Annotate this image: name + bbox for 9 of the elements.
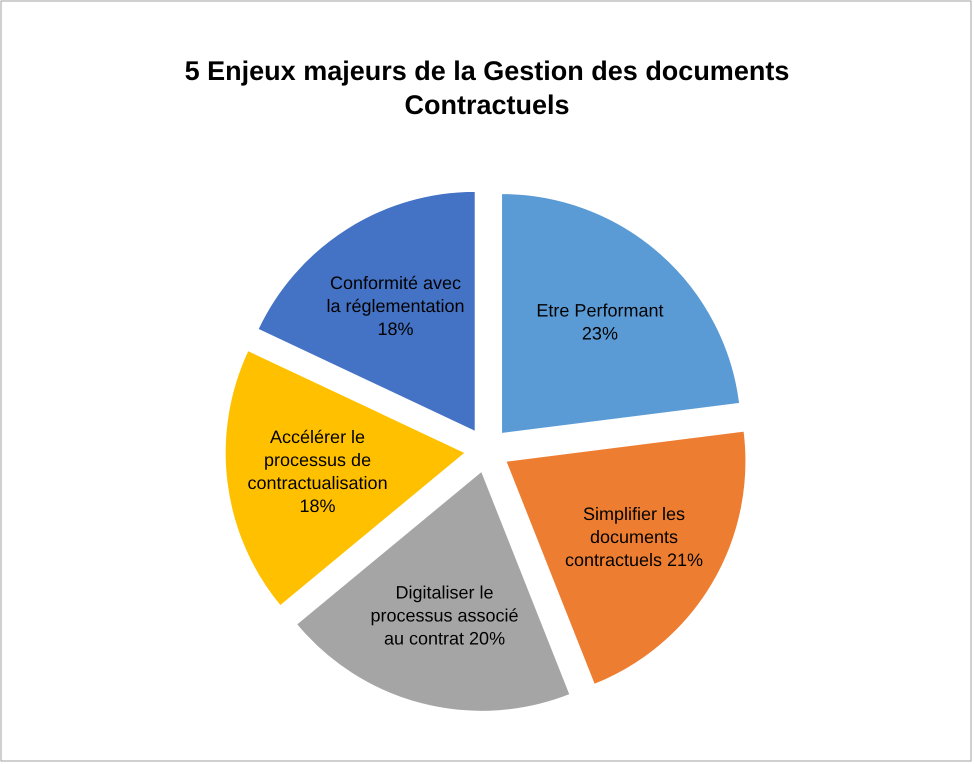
slice-label: Simplifier les documents contractuels 21% (564, 504, 704, 570)
chart-title: 5 Enjeux majeurs de la Gestion des documents Contractuels (184, 56, 790, 120)
slice-label: Accélérer le processus de contractualisation (248, 426, 388, 493)
data-label: 23% (582, 323, 618, 344)
slice-label: Digitaliser le processus associé au contrat 20% (370, 582, 519, 648)
slice-label: Etre Performant (536, 300, 664, 320)
data-label: 18% (300, 496, 336, 516)
slice-label: Conformité avec la réglementation (326, 272, 465, 316)
data-label: 18% (377, 318, 414, 339)
